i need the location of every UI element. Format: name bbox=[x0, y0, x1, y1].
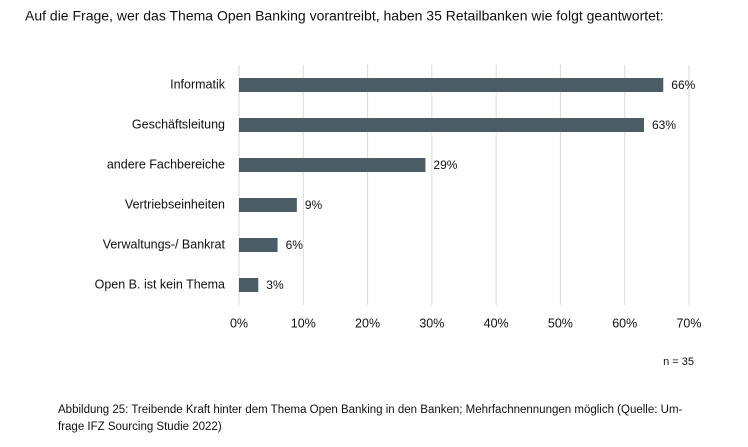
value-label: 6% bbox=[286, 238, 304, 252]
value-label: 29% bbox=[433, 158, 457, 172]
y-tick-label: Verwaltungs-/ Bankrat bbox=[103, 237, 226, 251]
bar bbox=[239, 238, 278, 252]
grid bbox=[238, 65, 690, 305]
x-tick-label: 0% bbox=[230, 316, 248, 330]
x-tick-label: 70% bbox=[676, 316, 701, 330]
bar bbox=[239, 78, 664, 92]
y-tick-label: Informatik bbox=[170, 77, 226, 91]
caption-line: frage IFZ Sourcing Studie 2022) bbox=[58, 421, 222, 433]
value-label: 66% bbox=[671, 78, 695, 92]
y-tick-label: Geschäftsleitung bbox=[132, 117, 225, 131]
caption-line: Abbildung 25: Treibende Kraft hinter dem… bbox=[58, 404, 683, 416]
x-tick-label: 30% bbox=[419, 316, 444, 330]
y-tick-label: Open B. ist kein Thema bbox=[95, 277, 225, 291]
sample-note: n = 35 bbox=[663, 356, 694, 368]
chart-title: Auf die Frage, wer das Thema Open Bankin… bbox=[25, 8, 664, 24]
y-tick-label: andere Fachbereiche bbox=[107, 157, 225, 171]
bar bbox=[239, 118, 644, 132]
x-tick-label: 10% bbox=[291, 316, 316, 330]
value-label: 9% bbox=[305, 198, 323, 212]
bar bbox=[239, 198, 297, 212]
y-tick-label: Vertriebseinheiten bbox=[125, 197, 225, 211]
value-label: 63% bbox=[652, 118, 676, 132]
x-tick-label: 50% bbox=[548, 316, 573, 330]
bar bbox=[239, 158, 426, 172]
bar bbox=[239, 278, 259, 292]
x-tick-label: 60% bbox=[612, 316, 637, 330]
x-tick-label: 40% bbox=[484, 316, 509, 330]
x-tick-label: 20% bbox=[355, 316, 380, 330]
value-label: 3% bbox=[266, 278, 284, 292]
